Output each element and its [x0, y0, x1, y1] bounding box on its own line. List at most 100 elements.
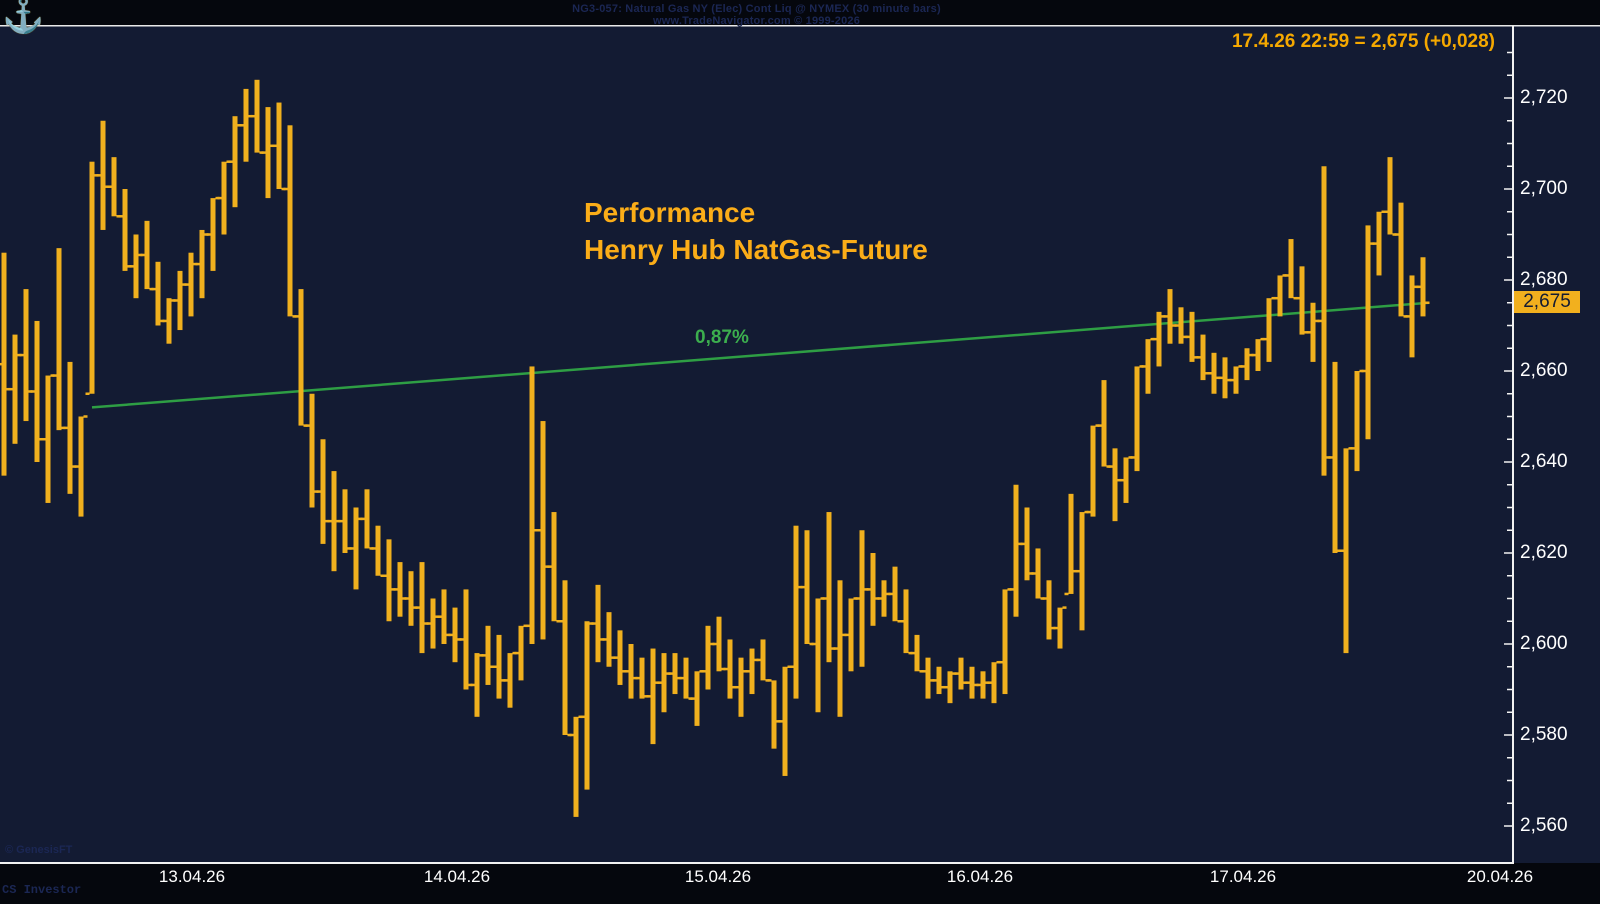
ohlc-bar [855, 530, 869, 667]
trend-line [91, 301, 1430, 409]
date-tick-label: 15.04.26 [684, 867, 752, 886]
ohlc-bar [932, 666, 946, 695]
ohlc-bar [899, 589, 913, 655]
ohlc-bar [316, 439, 330, 544]
price-minor-tick [1507, 233, 1512, 236]
price-minor-tick [1507, 324, 1512, 327]
ohlc-bar [1108, 448, 1122, 522]
price-major-tick [1504, 552, 1512, 554]
price-minor-tick [1507, 757, 1512, 759]
ohlc-bar [723, 639, 737, 699]
ohlc-bar [789, 525, 803, 699]
ohlc-bar [503, 651, 517, 708]
ohlc-bar [481, 625, 495, 685]
ohlc-bar [294, 289, 308, 427]
last-price-badge: 2,675 [1514, 291, 1580, 313]
ohlc-bar [404, 571, 418, 626]
ohlc-bar [1042, 580, 1056, 640]
ohlc-bar [833, 580, 847, 717]
ohlc-bar [1262, 296, 1276, 362]
ohlc-bar [63, 361, 77, 494]
ohlc-bar [19, 289, 33, 422]
ohlc-bar [151, 261, 165, 326]
ohlc-bar [195, 229, 209, 299]
ohlc-bar [1284, 239, 1298, 300]
ohlc-bar [1317, 166, 1331, 476]
chart-subtitle: www.TradeNavigator.com © 1999-2026 [652, 15, 861, 27]
ohlc-bar [767, 679, 781, 749]
ohlc-bar [998, 588, 1012, 695]
ohlc-bar [492, 634, 506, 699]
ohlc-bar [1218, 357, 1232, 399]
ohlc-bar [591, 584, 605, 663]
price-tick-label: 2,700 [1520, 178, 1568, 199]
ohlc-bar [1075, 510, 1089, 631]
ohlc-bar [239, 88, 253, 162]
ohlc-bar [41, 374, 55, 503]
price-minor-tick [1507, 302, 1512, 304]
price-tick-label: 2,620 [1520, 542, 1568, 563]
ohlc-bar [1141, 337, 1155, 394]
ohlc-bar [1163, 289, 1177, 344]
price-minor-tick [1507, 393, 1512, 395]
ohlc-bar [129, 234, 143, 299]
price-major-tick [1504, 370, 1512, 372]
ohlc-bar [965, 666, 979, 699]
ohlc-bar [1152, 311, 1166, 367]
price-minor-tick [1507, 688, 1512, 691]
ohlc-bar [1240, 348, 1254, 381]
bottom-axis-line [0, 862, 1514, 864]
price-minor-tick [1507, 120, 1512, 122]
anchor-icon: ⚓ [2, 0, 45, 35]
ohlc-bar [877, 580, 891, 617]
ohlc-bar [1130, 365, 1144, 472]
ohlc-bar [217, 160, 231, 235]
ohlc-bar [657, 653, 671, 713]
ohlc-bar [1031, 548, 1045, 600]
ohlc-bar [52, 248, 66, 431]
ohlc-bar [679, 657, 693, 700]
ohlc-bar [613, 630, 627, 685]
ohlc-bar [74, 415, 88, 517]
price-tick-label: 2,580 [1520, 724, 1568, 745]
ohlc-bar [184, 252, 198, 317]
ohlc-bar [668, 653, 682, 695]
ohlc-bar [1009, 484, 1023, 617]
price-minor-tick [1507, 506, 1512, 509]
ohlc-bar [635, 657, 649, 699]
price-bars [0, 79, 1430, 817]
price-minor-tick [1507, 51, 1512, 54]
ohlc-bar [844, 597, 858, 672]
price-minor-tick [1507, 165, 1512, 167]
ohlc-bar [756, 639, 770, 682]
ohlc-bar [1273, 274, 1287, 317]
trendline-percent-label: 0,87% [695, 327, 749, 348]
ohlc-bar [1174, 307, 1188, 344]
price-minor-tick [1507, 802, 1512, 804]
chart-annotation: Performance Henry Hub NatGas-Future [584, 194, 928, 268]
ohlc-bar [173, 270, 187, 331]
ohlc-bar [701, 625, 715, 690]
ohlc-bar [1372, 210, 1386, 276]
right-axis-line [1512, 26, 1514, 864]
ohlc-bar [1020, 507, 1034, 581]
price-minor-tick [1507, 347, 1512, 349]
date-tick-label: 14.04.26 [423, 867, 491, 886]
genesis-copyright: © GenesisFT [5, 844, 73, 856]
date-tick-label: 13.04.26 [158, 867, 226, 886]
price-major-tick [1504, 825, 1512, 827]
ohlc-bar [811, 597, 825, 713]
annotation-line-1: Performance [584, 197, 756, 228]
ohlc-bar [1097, 380, 1111, 468]
annotation-line-2: Henry Hub NatGas-Future [584, 234, 928, 265]
ohlc-bar [1086, 424, 1100, 517]
ohlc-bar [360, 489, 374, 550]
ohlc-bar [162, 298, 176, 344]
ohlc-bar [250, 79, 264, 154]
price-major-tick [1504, 643, 1512, 645]
ohlc-bar [338, 489, 352, 553]
ohlc-bar [646, 648, 660, 745]
ohlc-bar [415, 562, 429, 654]
ohlc-bar [283, 125, 297, 318]
